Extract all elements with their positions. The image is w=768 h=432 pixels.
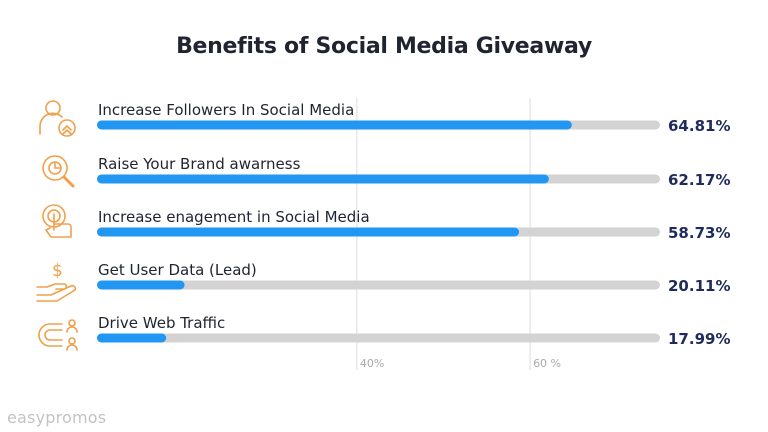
bar [97,120,572,130]
magnet-users-icon [38,319,78,351]
bar [97,280,185,290]
bar [97,227,520,237]
category-label: Increase Followers In Social Media [98,101,354,119]
touch-engagement-icon [42,204,72,238]
category-label: Increase enagement in Social Media [98,208,370,226]
bar [97,174,549,184]
brand-logo-text: easypromos [7,408,107,427]
chart-title: Benefits of Social Media Giveaway [176,34,592,59]
brand-search-icon [42,155,75,188]
bar [97,333,167,343]
category-label: Get User Data (Lead) [98,261,257,279]
x-tick-label: 40% [360,357,384,370]
data-label: 64.81% [668,117,730,135]
money-hand-icon: $ [36,261,77,302]
data-label: 20.11% [668,277,730,295]
category-label: Raise Your Brand awarness [98,155,301,173]
data-label: 62.17% [668,171,730,189]
followers-icon [39,100,76,137]
category-label: Drive Web Traffic [98,314,225,332]
data-label: 58.73% [668,224,730,242]
x-tick-label: 60 % [533,357,561,370]
bar-track [97,280,660,290]
data-label: 17.99% [668,330,730,348]
bar-track [97,333,660,343]
svg-text:$: $ [52,261,63,281]
